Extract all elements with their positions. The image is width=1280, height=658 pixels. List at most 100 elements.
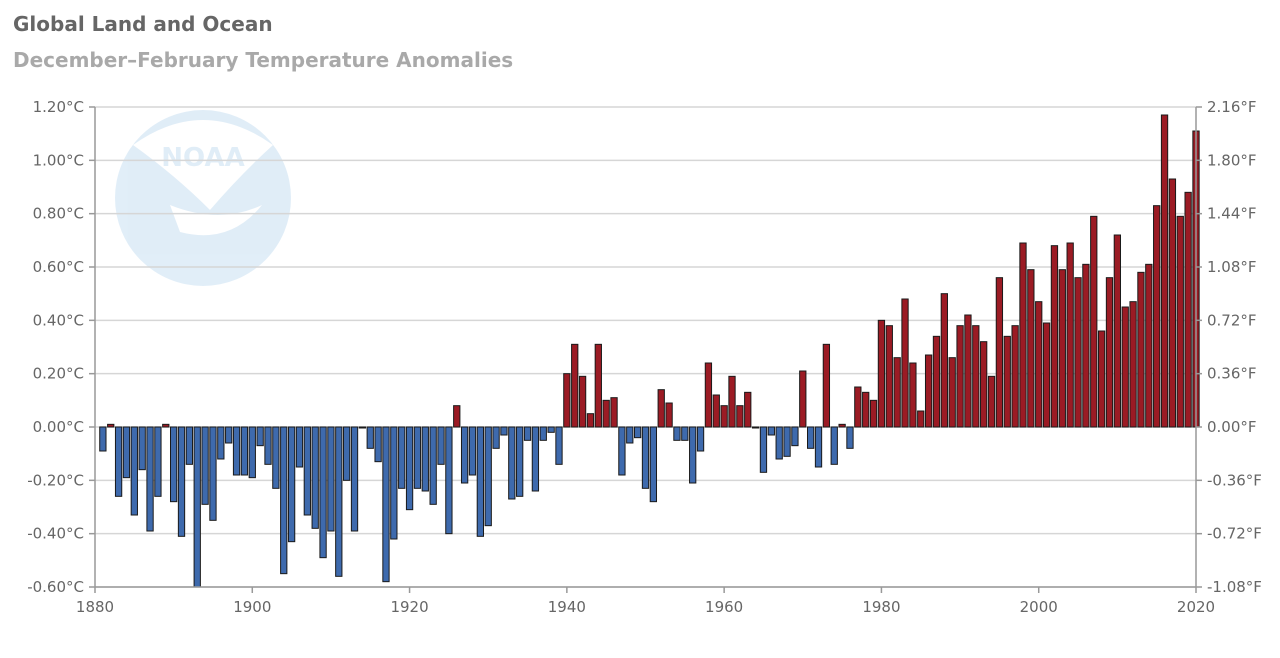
- bar-2015[interactable]: [1153, 205, 1161, 428]
- bar-1974[interactable]: [830, 426, 838, 465]
- bar-1899[interactable]: [240, 426, 249, 476]
- bar-1906[interactable]: [295, 426, 304, 468]
- bar-1991[interactable]: [964, 314, 972, 428]
- bar-1887[interactable]: [146, 426, 154, 532]
- bar-1969[interactable]: [791, 426, 799, 447]
- bar-1924[interactable]: [437, 426, 445, 465]
- bar-1908[interactable]: [311, 426, 319, 529]
- bar-1905[interactable]: [287, 426, 296, 543]
- bar-1890[interactable]: [169, 426, 178, 503]
- bar-1919[interactable]: [398, 426, 406, 489]
- bar-1996[interactable]: [1003, 335, 1011, 428]
- bar-1916[interactable]: [374, 426, 382, 463]
- bar-1900[interactable]: [248, 426, 256, 479]
- bar-1917[interactable]: [382, 426, 390, 583]
- bar-2003[interactable]: [1058, 269, 1066, 428]
- bar-1971[interactable]: [807, 426, 815, 449]
- bar-1983[interactable]: [901, 298, 909, 428]
- bar-2005[interactable]: [1074, 277, 1082, 428]
- bar-2011[interactable]: [1121, 306, 1129, 428]
- bar-1914[interactable]: [358, 426, 367, 429]
- bar-1902[interactable]: [264, 426, 272, 465]
- bar-1935[interactable]: [523, 426, 532, 441]
- bar-1975[interactable]: [838, 423, 846, 428]
- bar-1982[interactable]: [893, 357, 901, 428]
- bar-1987[interactable]: [932, 335, 941, 428]
- bar-1896[interactable]: [217, 426, 225, 460]
- bar-1891[interactable]: [177, 426, 186, 537]
- bar-1897[interactable]: [225, 426, 233, 444]
- bar-2008[interactable]: [1097, 330, 1106, 428]
- bar-1913[interactable]: [350, 426, 359, 532]
- bar-1994[interactable]: [987, 375, 996, 428]
- bar-2012[interactable]: [1129, 301, 1137, 428]
- bar-1894[interactable]: [201, 426, 209, 505]
- bar-1885[interactable]: [130, 426, 138, 516]
- bar-1904[interactable]: [280, 426, 288, 575]
- bar-1981[interactable]: [885, 325, 893, 428]
- bar-1986[interactable]: [924, 354, 933, 428]
- bar-1942[interactable]: [578, 375, 587, 428]
- bar-1980[interactable]: [877, 319, 886, 428]
- bar-1990[interactable]: [956, 325, 964, 428]
- bar-1943[interactable]: [586, 413, 595, 428]
- bar-1940[interactable]: [563, 373, 571, 428]
- bar-2002[interactable]: [1050, 245, 1059, 428]
- bar-1989[interactable]: [948, 357, 956, 428]
- bar-1988[interactable]: [940, 293, 948, 428]
- bar-1964[interactable]: [751, 426, 760, 429]
- bar-1997[interactable]: [1011, 325, 1019, 428]
- bar-1947[interactable]: [618, 426, 626, 476]
- bar-1949[interactable]: [633, 426, 642, 439]
- bar-1907[interactable]: [303, 426, 311, 516]
- bar-1925[interactable]: [445, 426, 453, 535]
- bar-1931[interactable]: [492, 426, 500, 449]
- bar-1929[interactable]: [476, 426, 484, 537]
- bar-1959[interactable]: [712, 394, 720, 428]
- bar-1923[interactable]: [429, 426, 437, 505]
- bar-1889[interactable]: [162, 423, 170, 428]
- bar-1955[interactable]: [681, 426, 689, 441]
- bar-1979[interactable]: [869, 399, 878, 428]
- bar-1926[interactable]: [453, 405, 461, 428]
- bar-1961[interactable]: [728, 375, 736, 428]
- bar-1966[interactable]: [767, 426, 775, 436]
- bar-1953[interactable]: [665, 402, 673, 428]
- bar-1977[interactable]: [854, 386, 862, 428]
- bar-1992[interactable]: [972, 325, 980, 428]
- bar-1895[interactable]: [209, 426, 217, 521]
- bar-1944[interactable]: [594, 343, 602, 428]
- bar-1930[interactable]: [484, 426, 492, 527]
- bar-1934[interactable]: [516, 426, 524, 497]
- bar-1999[interactable]: [1027, 269, 1035, 428]
- bar-1928[interactable]: [468, 426, 477, 476]
- bar-1962[interactable]: [736, 405, 744, 428]
- bar-2013[interactable]: [1137, 271, 1145, 428]
- bar-1973[interactable]: [822, 343, 831, 428]
- bar-1937[interactable]: [539, 426, 547, 441]
- bar-1958[interactable]: [704, 362, 713, 428]
- bar-1918[interactable]: [390, 426, 398, 540]
- bar-1985[interactable]: [917, 410, 925, 428]
- bar-1963[interactable]: [744, 391, 752, 428]
- bar-2007[interactable]: [1090, 215, 1098, 428]
- bar-1972[interactable]: [814, 426, 823, 468]
- bar-1892[interactable]: [185, 426, 194, 465]
- bar-1882[interactable]: [107, 423, 115, 428]
- bar-1952[interactable]: [657, 389, 665, 428]
- bar-1903[interactable]: [272, 426, 280, 489]
- bar-1957[interactable]: [696, 426, 705, 452]
- bar-1968[interactable]: [783, 426, 791, 457]
- bar-1951[interactable]: [649, 426, 658, 503]
- bar-2006[interactable]: [1082, 263, 1090, 428]
- bar-1893[interactable]: [193, 426, 201, 588]
- bar-1998[interactable]: [1019, 242, 1027, 428]
- bar-1910[interactable]: [327, 426, 335, 532]
- bar-2018[interactable]: [1176, 215, 1184, 428]
- bar-1920[interactable]: [405, 426, 414, 511]
- bar-1954[interactable]: [673, 426, 681, 441]
- bar-1939[interactable]: [555, 426, 563, 465]
- bar-2001[interactable]: [1042, 322, 1051, 428]
- bar-1936[interactable]: [531, 426, 540, 492]
- bar-1967[interactable]: [775, 426, 783, 460]
